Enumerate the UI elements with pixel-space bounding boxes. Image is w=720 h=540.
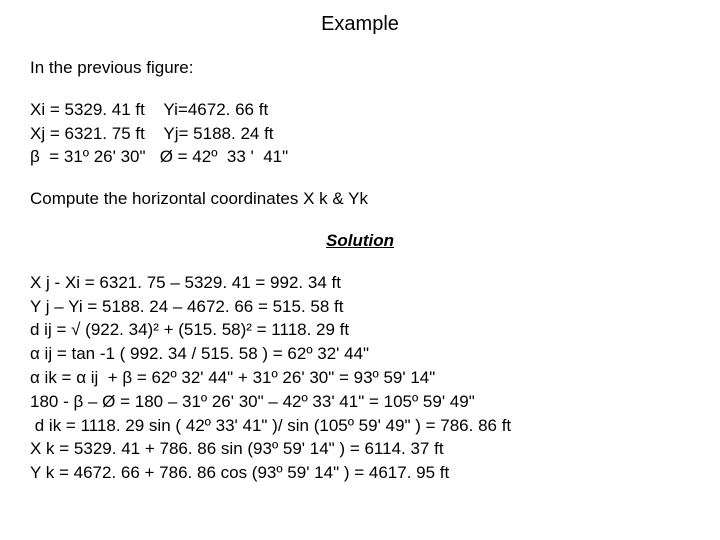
solution-step-6: 180 - β – Ø = 180 – 31º 26' 30" – 42º 33… [30,390,690,414]
solution-header: Solution [30,229,690,253]
given-values: Xi = 5329. 41 ft Yi=4672. 66 ft Xj = 632… [30,98,690,169]
solution-step-9: Y k = 4672. 66 + 786. 86 cos (93º 59' 14… [30,461,690,485]
solution-step-4: α ij = tan -1 ( 992. 34 / 515. 58 ) = 62… [30,342,690,366]
solution-step-2: Y j – Yi = 5188. 24 – 4672. 66 = 515. 58… [30,295,690,319]
example-title: Example [30,10,690,38]
solution-step-1: X j - Xi = 6321. 75 – 5329. 41 = 992. 34… [30,271,690,295]
given-line-3: β = 31º 26' 30" Ø = 42º 33 ' 41" [30,145,690,169]
solution-step-3: d ij = √ (922. 34)² + (515. 58)² = 1118.… [30,318,690,342]
compute-statement: Compute the horizontal coordinates X k &… [30,187,690,211]
given-line-1: Xi = 5329. 41 ft Yi=4672. 66 ft [30,98,690,122]
solution-step-5: α ik = α ij + β = 62º 32' 44" + 31º 26' … [30,366,690,390]
solution-steps: X j - Xi = 6321. 75 – 5329. 41 = 992. 34… [30,271,690,485]
intro-text: In the previous figure: [30,56,690,80]
given-line-2: Xj = 6321. 75 ft Yj= 5188. 24 ft [30,122,690,146]
solution-step-8: X k = 5329. 41 + 786. 86 sin (93º 59' 14… [30,437,690,461]
solution-step-7: d ik = 1118. 29 sin ( 42º 33' 41" )/ sin… [30,414,690,438]
